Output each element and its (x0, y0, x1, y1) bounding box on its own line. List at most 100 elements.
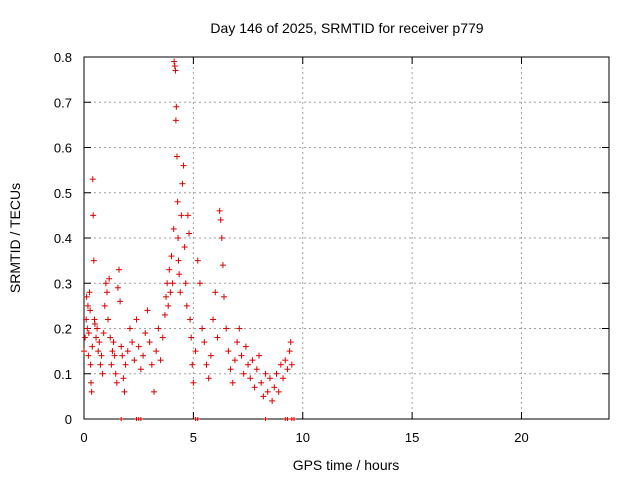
data-point (284, 366, 291, 373)
data-point (131, 357, 138, 364)
data-point (179, 180, 186, 187)
data-point (105, 316, 112, 323)
data-point (87, 307, 94, 314)
data-point (173, 103, 180, 110)
data-point (217, 216, 224, 223)
data-point (165, 302, 172, 309)
data-point (176, 271, 183, 278)
data-point (83, 316, 90, 323)
zero-marker (138, 417, 143, 421)
data-point (234, 339, 241, 346)
y-tick-label: 0.4 (54, 231, 72, 246)
data-point (124, 348, 131, 355)
data-point (89, 176, 96, 183)
data-point (126, 325, 133, 332)
y-tick-label: 0.1 (54, 367, 72, 382)
y-axis-label: SRMTID / TECUs (7, 183, 23, 293)
data-point (192, 348, 199, 355)
data-point (184, 212, 191, 219)
data-point (118, 343, 125, 350)
data-point (122, 361, 129, 368)
data-point (275, 388, 282, 395)
data-point (251, 384, 258, 391)
y-tick-label: 0.2 (54, 322, 72, 337)
data-point (84, 325, 91, 332)
data-point (282, 357, 289, 364)
data-point (218, 235, 225, 241)
data-point (262, 370, 269, 377)
grid-layer (84, 57, 609, 419)
data-point (221, 293, 227, 300)
data-point (277, 361, 284, 368)
data-point (168, 253, 175, 260)
data-point (129, 339, 136, 346)
zero-marker (263, 417, 268, 421)
data-point (288, 361, 295, 368)
data-point (112, 370, 119, 377)
data-point (280, 375, 287, 382)
y-tick-label: 0.6 (54, 141, 72, 156)
data-point (169, 280, 176, 287)
data-point (173, 153, 180, 160)
data-point (236, 325, 243, 332)
zero-marker (285, 417, 290, 421)
data-point (135, 343, 142, 350)
data-point (242, 343, 249, 350)
data-point (190, 379, 197, 386)
data-point (207, 352, 214, 359)
data-point (116, 266, 122, 273)
data-point (216, 207, 223, 214)
data-point (82, 334, 89, 341)
data-point (133, 316, 140, 323)
data-point (225, 348, 232, 355)
x-axis-label: GPS time / hours (293, 457, 400, 473)
data-point (287, 339, 294, 346)
data-point (188, 334, 195, 341)
data-point (97, 361, 104, 368)
data-point (98, 352, 105, 359)
data-point (81, 348, 87, 355)
data-point (175, 235, 182, 241)
data-point (229, 379, 236, 386)
data-point (120, 375, 127, 382)
data-point (186, 230, 192, 237)
data-point (266, 375, 273, 382)
data-point (88, 388, 95, 395)
data-point (171, 58, 178, 65)
data-point (205, 375, 212, 382)
data-point (100, 330, 107, 337)
data-point (166, 266, 173, 273)
data-point (91, 320, 98, 327)
data-point (189, 361, 196, 368)
data-point (101, 302, 108, 309)
data-point (238, 352, 245, 359)
data-point (151, 388, 157, 395)
data-point (172, 67, 179, 74)
data-point (140, 352, 147, 359)
data-point (269, 397, 276, 404)
zero-marker (195, 417, 200, 421)
data-point (245, 361, 252, 368)
data-point (121, 388, 128, 395)
data-point (164, 280, 171, 287)
data-point (181, 244, 188, 251)
data-point (86, 289, 93, 296)
data-point (210, 316, 217, 323)
data-point (113, 379, 120, 386)
data-point (249, 357, 256, 364)
data-point (180, 162, 187, 169)
data-point (159, 334, 166, 341)
data-point (273, 370, 280, 377)
data-point (256, 352, 262, 359)
data-point (260, 393, 267, 400)
data-point (187, 316, 194, 323)
data-point (264, 388, 271, 395)
data-point (89, 343, 96, 350)
x-tick-label: 20 (514, 430, 528, 445)
data-point (203, 361, 210, 368)
data-point (258, 379, 265, 386)
y-tick-label: 0.8 (54, 50, 72, 65)
x-tick-label: 10 (296, 430, 310, 445)
